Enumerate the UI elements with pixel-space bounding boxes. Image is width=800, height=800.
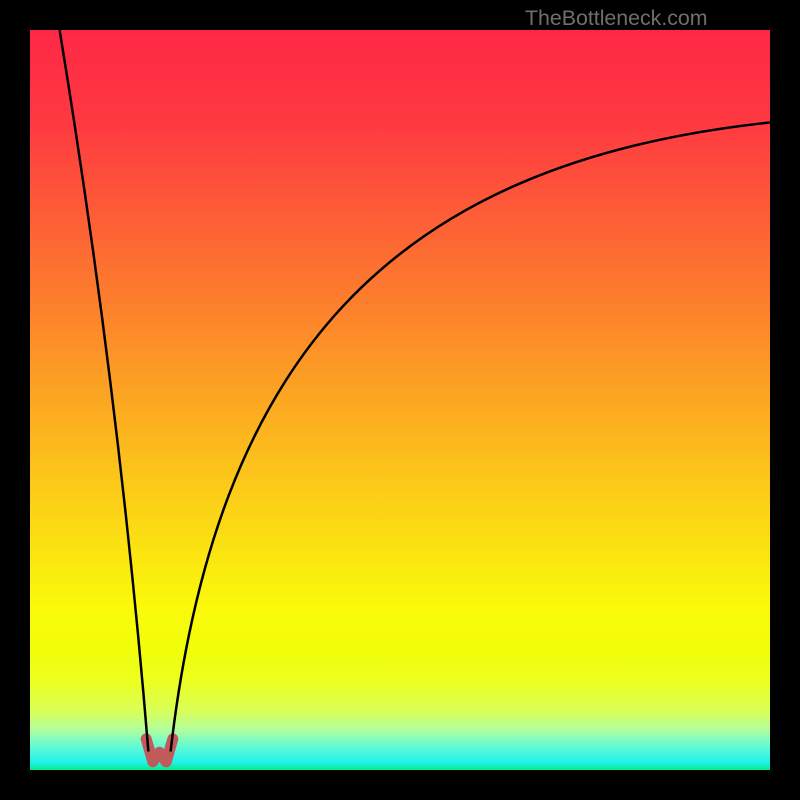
attribution-watermark: TheBottleneck.com xyxy=(525,6,708,31)
chart-svg xyxy=(30,30,770,770)
chart-plot-area xyxy=(30,30,770,770)
attribution-text: TheBottleneck.com xyxy=(525,6,708,30)
